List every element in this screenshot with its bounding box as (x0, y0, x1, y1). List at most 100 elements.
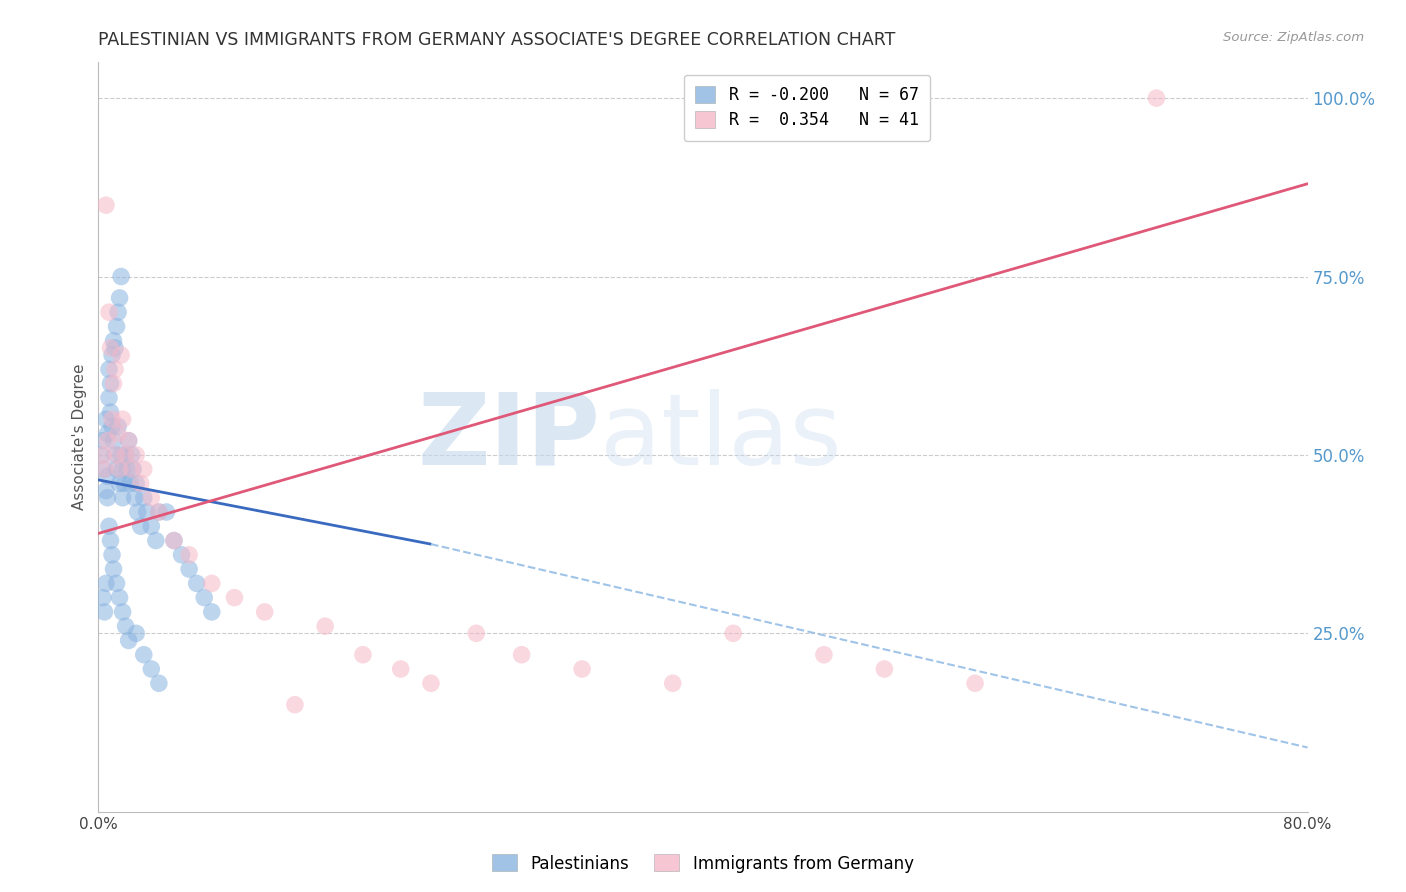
Y-axis label: Associate's Degree: Associate's Degree (72, 364, 87, 510)
Point (420, 676, 443, 690)
Point (813, 648, 835, 662)
Point (114, 448, 136, 462)
Point (108, 462, 131, 476)
Point (132, 491, 155, 505)
Point (105, 448, 128, 462)
Point (101, 419, 124, 434)
Point (125, 476, 148, 491)
Point (141, 491, 163, 505)
Point (115, 462, 138, 476)
Point (104, 362, 127, 376)
Point (125, 448, 148, 462)
Point (110, 348, 132, 362)
Point (1144, 91, 1167, 105)
Point (94, 412, 117, 426)
Point (107, 419, 129, 434)
Point (98, 305, 121, 319)
Point (163, 533, 186, 548)
Point (253, 605, 276, 619)
Point (179, 562, 201, 576)
Point (93, 605, 115, 619)
Point (141, 519, 163, 533)
Point (98, 362, 121, 376)
Point (90, 448, 112, 462)
Point (284, 698, 307, 712)
Point (108, 291, 131, 305)
Point (132, 462, 155, 476)
Point (96, 469, 118, 483)
Text: atlas: atlas (600, 389, 842, 485)
Point (101, 348, 124, 362)
Point (91, 448, 114, 462)
Point (103, 376, 125, 391)
Point (111, 491, 134, 505)
Point (224, 591, 246, 605)
Point (163, 533, 186, 548)
Point (121, 462, 143, 476)
Point (105, 319, 128, 334)
Point (104, 448, 127, 462)
Point (103, 334, 125, 348)
Point (120, 476, 142, 491)
Point (103, 434, 125, 448)
Point (141, 662, 163, 676)
Point (93, 462, 115, 476)
Point (314, 619, 336, 633)
Legend: R = -0.200   N = 67, R =  0.354   N = 41: R = -0.200 N = 67, R = 0.354 N = 41 (683, 75, 931, 141)
Point (107, 305, 129, 319)
Point (723, 626, 745, 640)
Point (186, 576, 208, 591)
Legend: Palestinians, Immigrants from Germany: Palestinians, Immigrants from Germany (485, 847, 921, 880)
Point (389, 662, 412, 676)
Point (135, 505, 157, 519)
Point (170, 548, 193, 562)
Point (114, 448, 136, 462)
Point (91, 591, 114, 605)
Point (112, 476, 135, 491)
Point (101, 548, 124, 562)
Point (94, 483, 117, 498)
Point (105, 576, 128, 591)
Point (124, 491, 146, 505)
Point (510, 648, 533, 662)
Point (110, 269, 132, 284)
Point (352, 648, 374, 662)
Point (98, 391, 121, 405)
Point (108, 476, 131, 491)
Point (201, 576, 224, 591)
Point (111, 412, 134, 426)
Point (100, 341, 122, 355)
Point (104, 341, 127, 355)
Point (94, 198, 117, 212)
Point (122, 462, 145, 476)
Point (129, 519, 152, 533)
Point (114, 619, 136, 633)
Point (100, 376, 122, 391)
Point (100, 533, 122, 548)
Point (661, 676, 683, 690)
Point (465, 626, 488, 640)
Point (118, 434, 141, 448)
Point (98, 519, 121, 533)
Point (121, 448, 143, 462)
Point (125, 626, 148, 640)
Point (148, 505, 170, 519)
Point (96, 491, 118, 505)
Point (96, 434, 118, 448)
Point (101, 412, 124, 426)
Point (96, 426, 118, 441)
Point (127, 505, 149, 519)
Point (965, 676, 987, 690)
Text: PALESTINIAN VS IMMIGRANTS FROM GERMANY ASSOCIATE'S DEGREE CORRELATION CHART: PALESTINIAN VS IMMIGRANTS FROM GERMANY A… (98, 31, 896, 49)
Point (105, 462, 128, 476)
Point (118, 434, 141, 448)
Text: Source: ZipAtlas.com: Source: ZipAtlas.com (1223, 31, 1364, 45)
Point (94, 576, 117, 591)
Point (103, 562, 125, 576)
Point (873, 662, 896, 676)
Point (148, 505, 170, 519)
Point (145, 533, 167, 548)
Point (179, 548, 201, 562)
Point (111, 462, 134, 476)
Point (193, 591, 215, 605)
